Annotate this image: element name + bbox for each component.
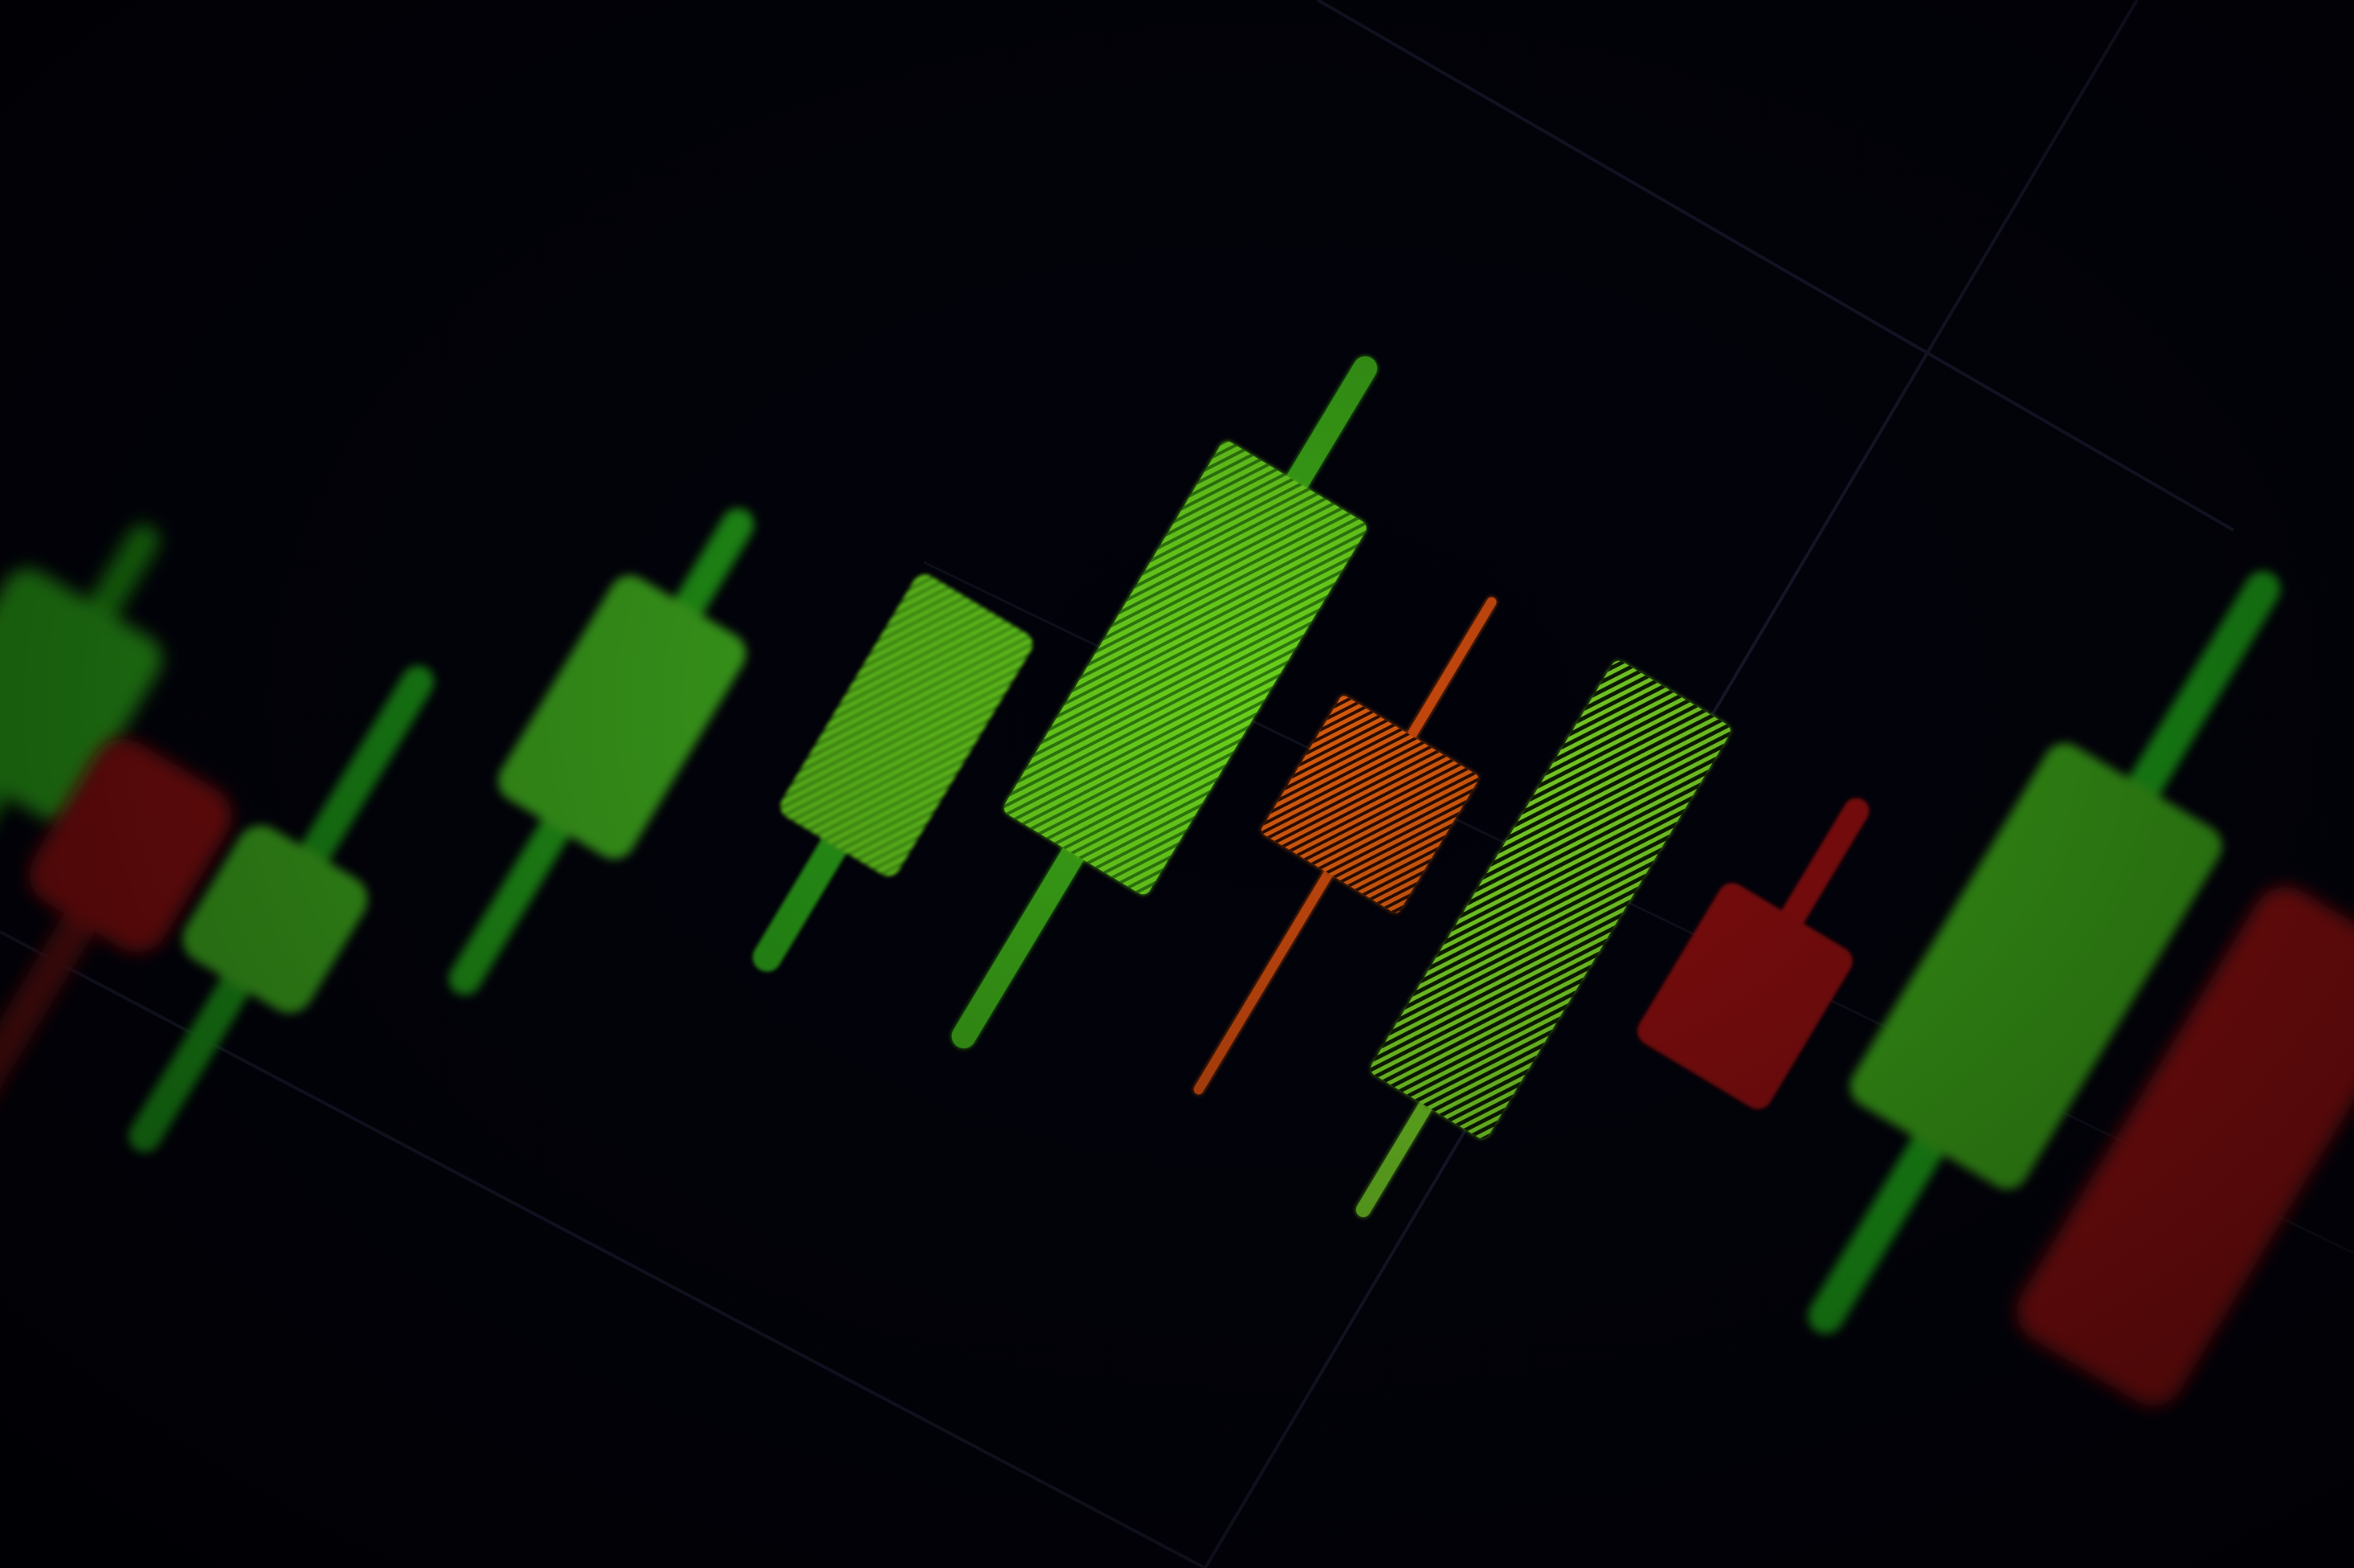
- candlestick-photo: [0, 0, 2354, 1568]
- vignette-overlay: [0, 0, 2354, 1568]
